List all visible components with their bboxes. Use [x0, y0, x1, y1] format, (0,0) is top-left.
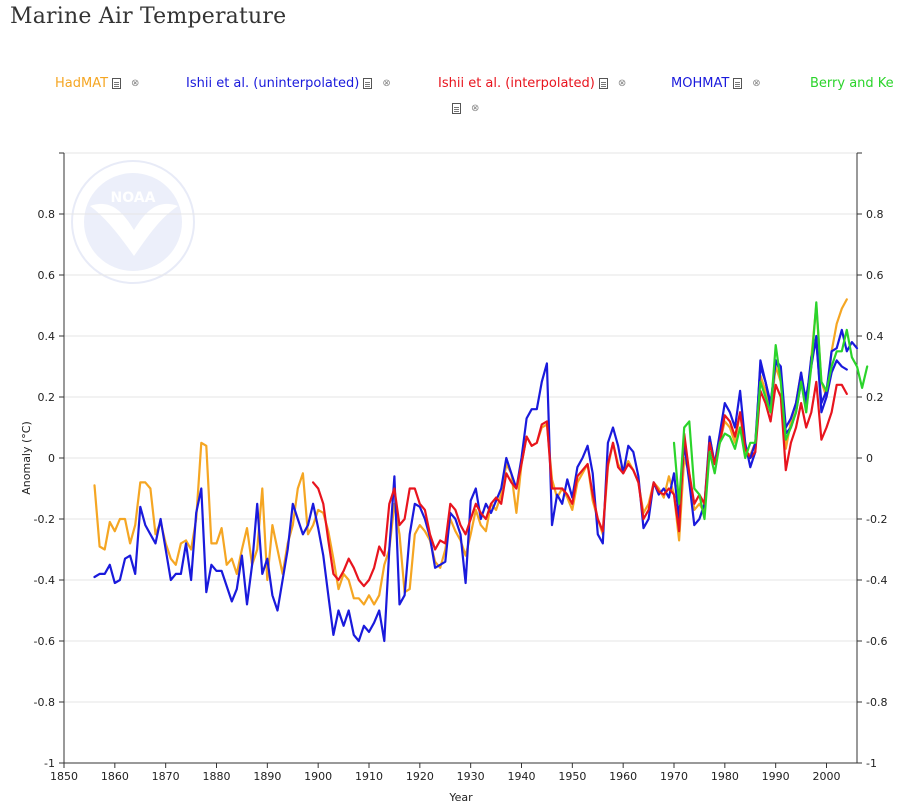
y-tick-label-right: 0.2 — [866, 391, 884, 404]
legend-item-berry-and-ke[interactable]: Berry and Ke — [810, 76, 899, 91]
document-icon[interactable] — [598, 78, 608, 89]
y-tick-label: -0.8 — [34, 696, 55, 709]
y-tick-label: 0.4 — [38, 330, 56, 343]
x-axis-title: Year — [448, 791, 473, 804]
chart-legend: HadMAT ⊗ Ishii et al. (uninterpolated) ⊗… — [0, 76, 899, 126]
x-tick-label: 1990 — [762, 770, 790, 783]
legend-item-berry-and-ke-controls[interactable]: ⊗ — [452, 103, 479, 114]
y-tick-label-right: -0.2 — [866, 513, 887, 526]
y-tick-label: 0 — [48, 452, 55, 465]
y-tick-label-right: -0.6 — [866, 635, 887, 648]
x-tick-label: 1910 — [355, 770, 383, 783]
watermark-logo-text: NOAA — [111, 190, 156, 206]
chart-series — [93, 298, 869, 643]
x-tick-label: 1980 — [711, 770, 739, 783]
x-tick-label: 1930 — [457, 770, 485, 783]
y-tick-label-right: 0.8 — [866, 208, 884, 221]
noaa-watermark: NOAA — [71, 160, 195, 284]
x-tick-label: 1890 — [253, 770, 281, 783]
document-icon[interactable] — [452, 103, 461, 114]
x-tick-label: 1880 — [203, 770, 231, 783]
close-icon[interactable]: ⊗ — [471, 103, 480, 114]
y-tick-label-right: -1 — [866, 757, 877, 770]
watermark-bird — [90, 203, 178, 256]
y-tick-label: 0.6 — [38, 269, 56, 282]
y-tick-label: 0.2 — [38, 391, 56, 404]
x-tick-label: 1860 — [101, 770, 129, 783]
close-icon[interactable]: ⊗ — [131, 78, 140, 89]
y-tick-label-right: 0.4 — [866, 330, 884, 343]
y-tick-label: 0.8 — [38, 208, 56, 221]
close-icon[interactable]: ⊗ — [752, 78, 761, 89]
x-tick-label: 1870 — [152, 770, 180, 783]
document-icon[interactable] — [112, 78, 122, 89]
y-tick-label-right: 0.6 — [866, 269, 884, 282]
legend-label-ishii-interpolated[interactable]: Ishii et al. (interpolated) — [438, 76, 595, 91]
legend-item-ishii-uninterpolated[interactable]: Ishii et al. (uninterpolated) ⊗ — [186, 76, 391, 91]
chart-grid — [64, 152, 857, 764]
y-tick-label: -1 — [44, 757, 55, 770]
series-line-mohmat — [749, 328, 859, 460]
x-tick-label: 1900 — [304, 770, 332, 783]
document-icon[interactable] — [363, 78, 373, 89]
x-tick-label: 1940 — [508, 770, 536, 783]
watermark-disc — [84, 173, 182, 271]
y-tick-label-right: -0.8 — [866, 696, 887, 709]
series-line-berry-and-ke — [672, 301, 869, 521]
x-tick-label: 1950 — [558, 770, 586, 783]
legend-item-ishii-interpolated[interactable]: Ishii et al. (interpolated) ⊗ — [438, 76, 626, 91]
series-line-ishii-et-al-uninterpolated — [93, 334, 848, 643]
close-icon[interactable]: ⊗ — [382, 78, 391, 89]
x-tick-label: 1960 — [609, 770, 637, 783]
page-title: Marine Air Temperature — [10, 4, 287, 29]
x-tick-label: 2000 — [813, 770, 841, 783]
y-axis-title: Anomaly (°C) — [20, 421, 33, 495]
legend-label-hadmat[interactable]: HadMAT — [55, 76, 109, 91]
y-tick-label: -0.4 — [34, 574, 55, 587]
x-tick-label: 1850 — [50, 770, 78, 783]
legend-label-ishii-uninterpolated[interactable]: Ishii et al. (uninterpolated) — [186, 76, 360, 91]
x-tick-label: 1970 — [660, 770, 688, 783]
legend-label-berry-and-ke[interactable]: Berry and Ke — [810, 76, 894, 91]
series-line-hadmat — [93, 298, 848, 606]
x-tick-label: 1920 — [406, 770, 434, 783]
legend-item-hadmat[interactable]: HadMAT ⊗ — [55, 76, 139, 91]
y-tick-label-right: -0.4 — [866, 574, 887, 587]
legend-label-mohmat[interactable]: MOHMAT — [671, 76, 730, 91]
document-icon[interactable] — [733, 78, 743, 89]
y-tick-label-right: 0 — [866, 452, 873, 465]
chart-axes: -1 -1 -0.8 -0.8 -0.6 -0.6 -0.4 -0.4 -0.2 -0.2 0 0 0.… — [34, 152, 887, 783]
close-icon[interactable]: ⊗ — [617, 78, 627, 89]
y-tick-label: -0.2 — [34, 513, 55, 526]
y-tick-label: -0.6 — [34, 635, 55, 648]
legend-item-mohmat[interactable]: MOHMAT ⊗ — [671, 76, 761, 91]
watermark-outer-ring — [71, 160, 195, 284]
